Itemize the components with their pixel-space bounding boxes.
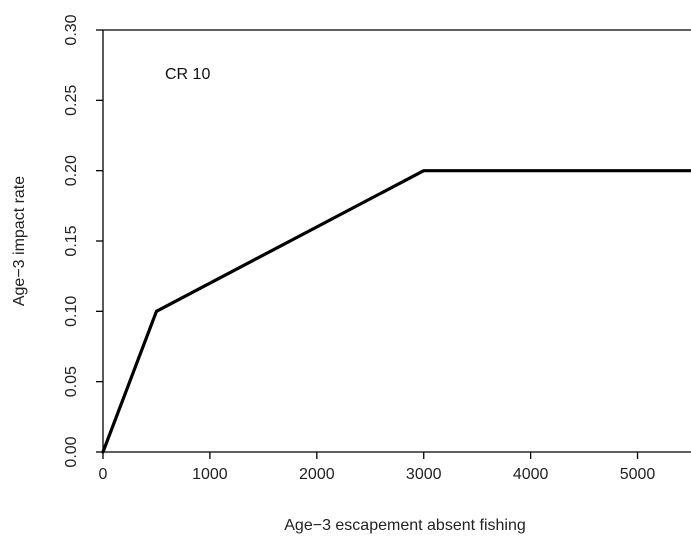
x-tick-label: 4000 — [513, 466, 549, 483]
x-tick-label: 3000 — [406, 466, 442, 483]
series-line — [101, 169, 691, 454]
y-axis-title: Age−3 impact rate — [11, 176, 28, 306]
series-group — [101, 169, 691, 454]
y-ticks: 0.00 0.05 0.10 0.15 0.20 0.25 0.30 — [63, 14, 103, 468]
axes — [102, 29, 691, 453]
x-tick-label: 0 — [99, 466, 108, 483]
y-tick-label: 0.20 — [63, 155, 80, 186]
x-tick-label: 5000 — [620, 466, 656, 483]
x-tick-label: 2000 — [299, 466, 335, 483]
y-tick-label: 0.15 — [63, 225, 80, 256]
x-axis-title: Age−3 escapement absent fishing — [284, 517, 526, 534]
y-tick-label: 0.05 — [63, 366, 80, 397]
annotation-label: CR 10 — [165, 66, 210, 83]
y-tick-label: 0.10 — [63, 296, 80, 327]
y-tick-label: 0.25 — [63, 85, 80, 116]
x-ticks: 0 1000 2000 3000 4000 5000 — [99, 452, 656, 483]
x-tick-label: 1000 — [192, 466, 228, 483]
y-tick-label: 0.00 — [63, 436, 80, 467]
y-tick-label: 0.30 — [63, 14, 80, 45]
